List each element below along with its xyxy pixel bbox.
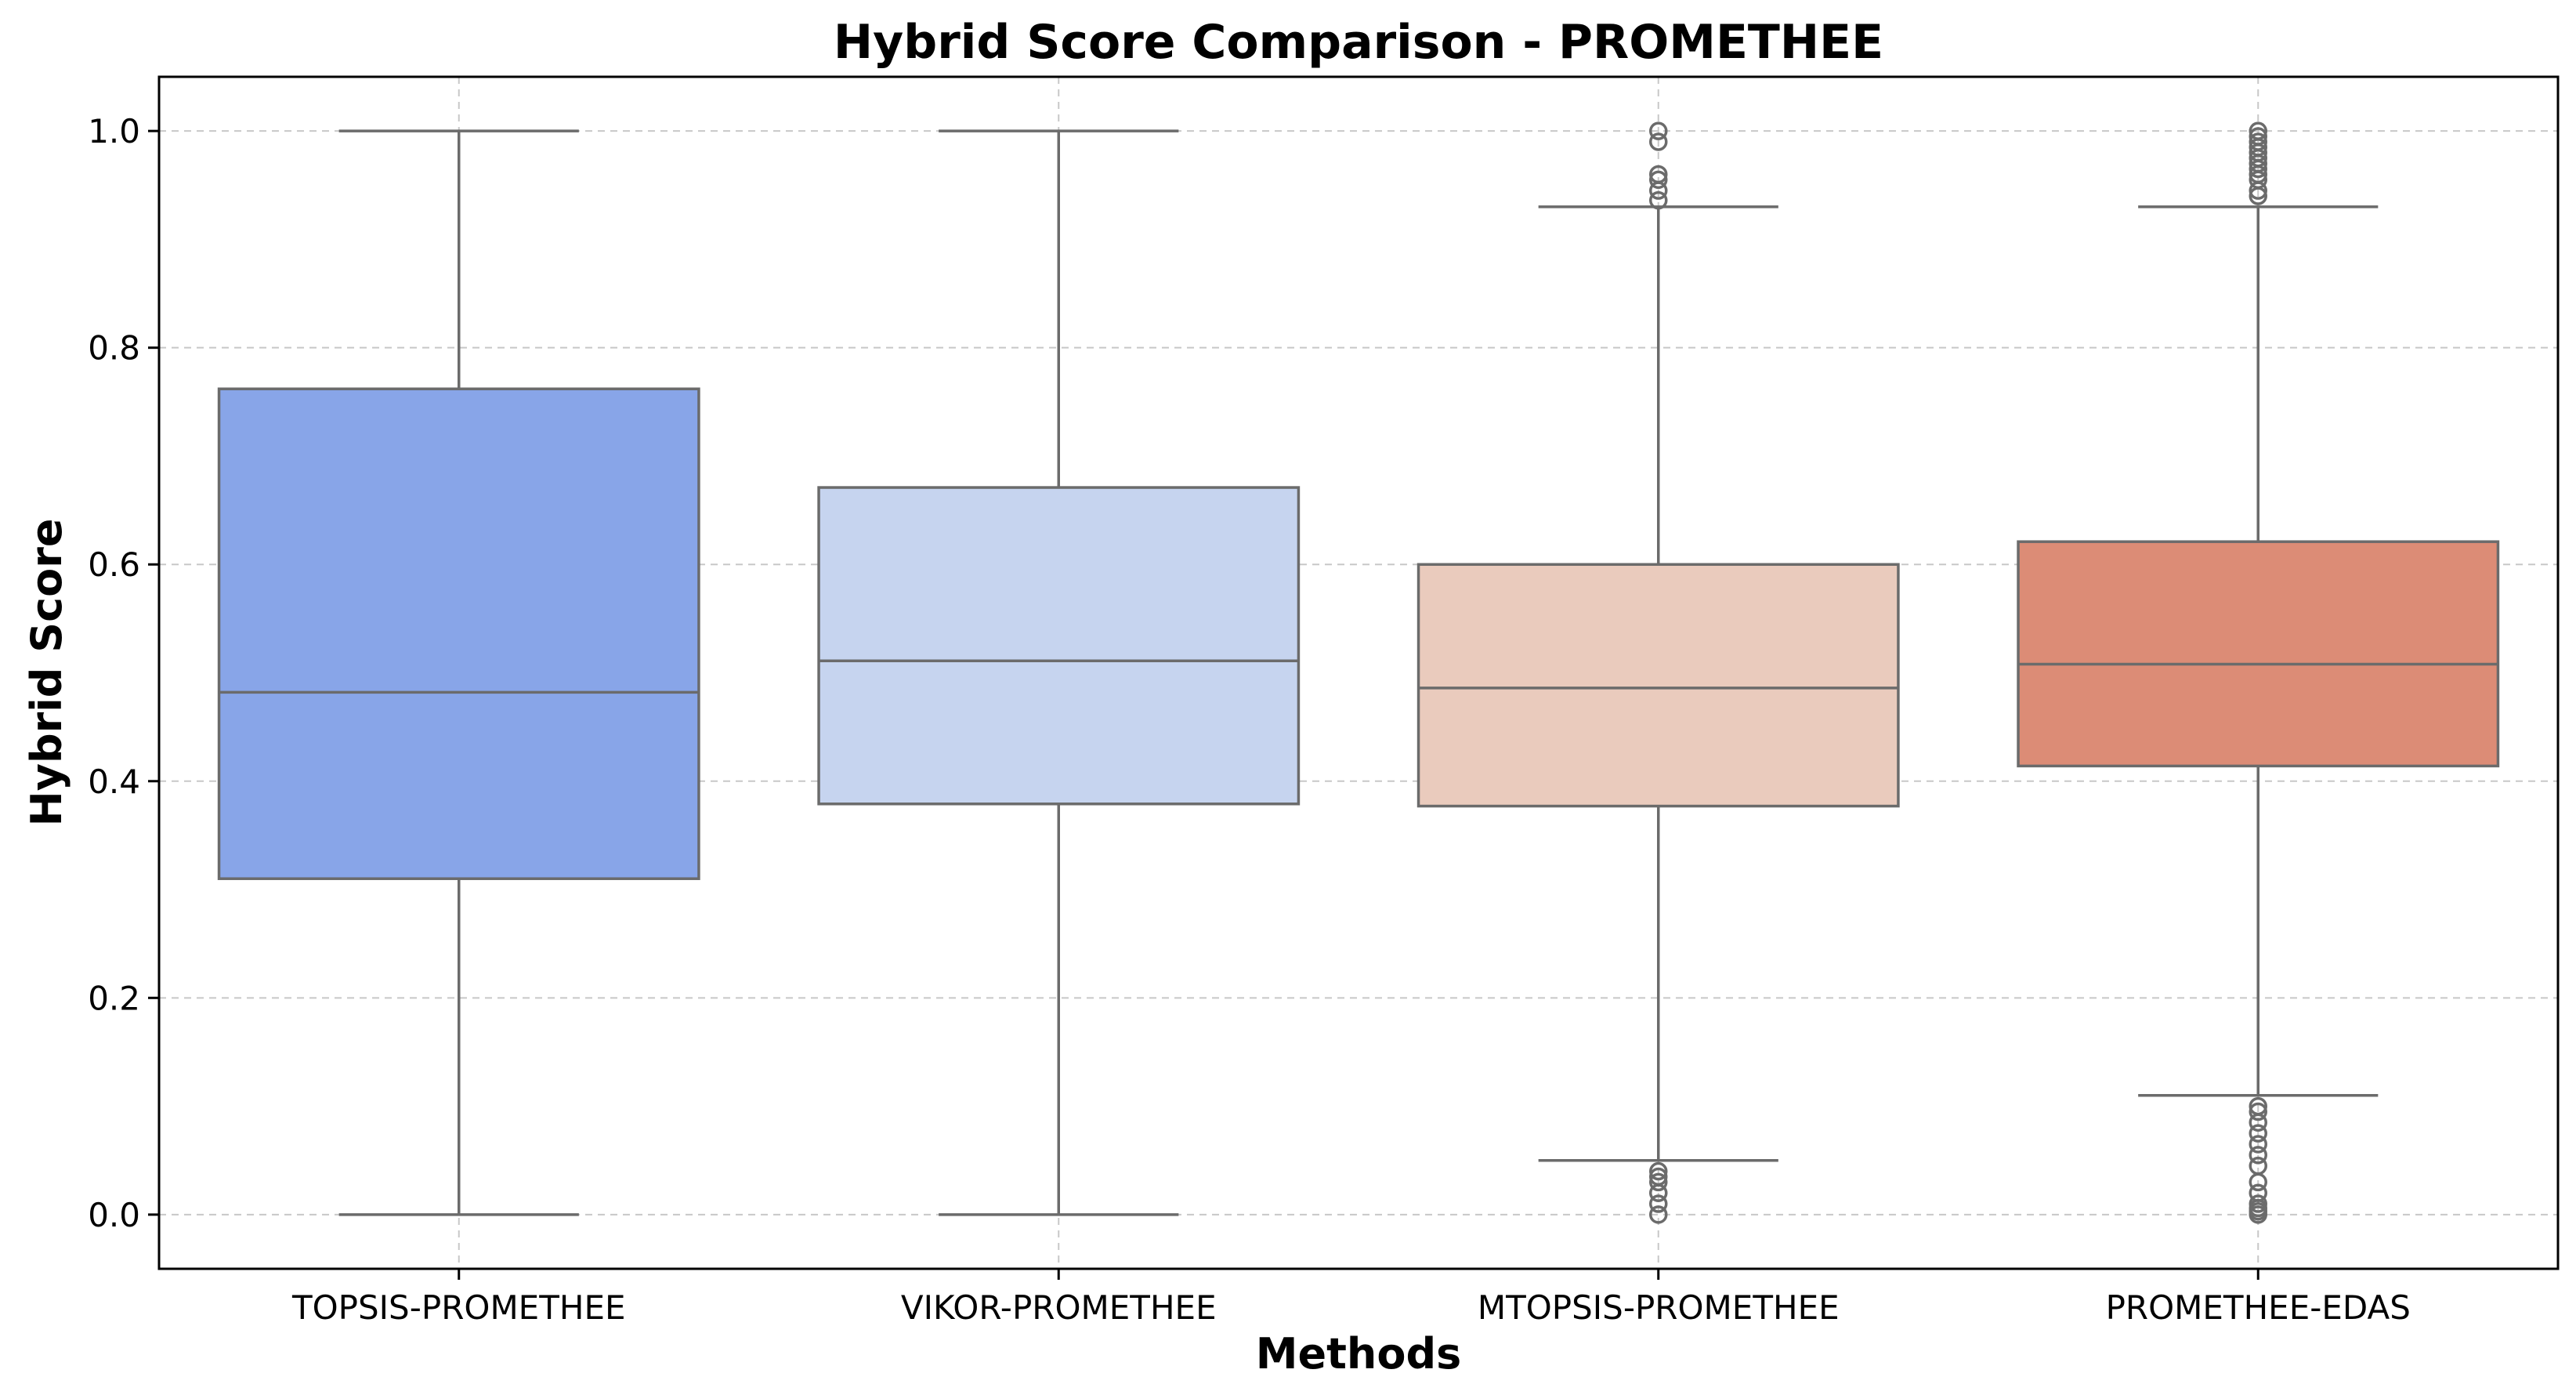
- x-tick-label: TOPSIS-PROMETHEE: [291, 1288, 626, 1327]
- y-tick-label: 0.0: [88, 1196, 140, 1234]
- plot-frame: [157, 75, 2560, 1270]
- iqr-box: [817, 486, 1301, 806]
- outlier-point: [1649, 132, 1668, 151]
- outlier-point: [2249, 1135, 2267, 1154]
- outlier-point: [1649, 165, 1668, 184]
- outlier-point: [1649, 190, 1668, 210]
- x-axis-label: Methods: [1256, 1329, 1462, 1379]
- outlier-point: [2249, 1183, 2267, 1202]
- outlier-point: [1649, 1194, 1668, 1213]
- y-tick-label: 0.2: [88, 979, 140, 1017]
- outlier-point: [1649, 170, 1668, 190]
- y-tick-label: 0.4: [88, 763, 140, 801]
- y-tick-label: 0.6: [88, 545, 140, 584]
- box-group: [817, 129, 1301, 1216]
- outlier-point: [2249, 1124, 2267, 1143]
- outlier-point: [1649, 1172, 1668, 1192]
- chart-title: Hybrid Score Comparison - PROMETHEE: [834, 15, 1883, 70]
- y-axis-ticks: 0.0 0.2 0.4 0.6 0.8 1.0: [88, 112, 159, 1234]
- outlier-point: [2249, 1146, 2267, 1165]
- outlier-point: [2249, 1156, 2267, 1176]
- box-group: [1416, 121, 1900, 1224]
- y-tick-label: 0.8: [88, 329, 140, 368]
- x-tick-label: PROMETHEE-EDAS: [2106, 1288, 2411, 1327]
- x-tick-label: MTOPSIS-PROMETHEE: [1478, 1288, 1840, 1327]
- iqr-box: [1416, 563, 1900, 808]
- box-group: [2017, 121, 2500, 1224]
- outlier-point: [2249, 127, 2267, 146]
- outlier-point: [2249, 1102, 2267, 1121]
- outlier-point: [2249, 121, 2267, 140]
- boxes: [217, 121, 2500, 1224]
- outlier-point: [1649, 1167, 1668, 1187]
- y-axis-label: Hybrid Score: [22, 519, 71, 827]
- iqr-box: [2017, 540, 2500, 768]
- box-group: [217, 129, 700, 1216]
- y-tick-label: 1.0: [88, 112, 140, 150]
- outlier-point: [1649, 1205, 1668, 1224]
- x-axis-ticks: TOPSIS-PROMETHEE VIKOR-PROMETHEE MTOPSIS-P…: [291, 1269, 2411, 1327]
- outlier-point: [1649, 121, 1668, 140]
- outlier-point: [1649, 1161, 1668, 1181]
- iqr-box: [217, 387, 700, 880]
- x-tick-label: VIKOR-PROMETHEE: [901, 1288, 1217, 1327]
- outlier-point: [2249, 132, 2267, 151]
- outlier-point: [2249, 1096, 2267, 1116]
- outlier-point: [2249, 1194, 2267, 1213]
